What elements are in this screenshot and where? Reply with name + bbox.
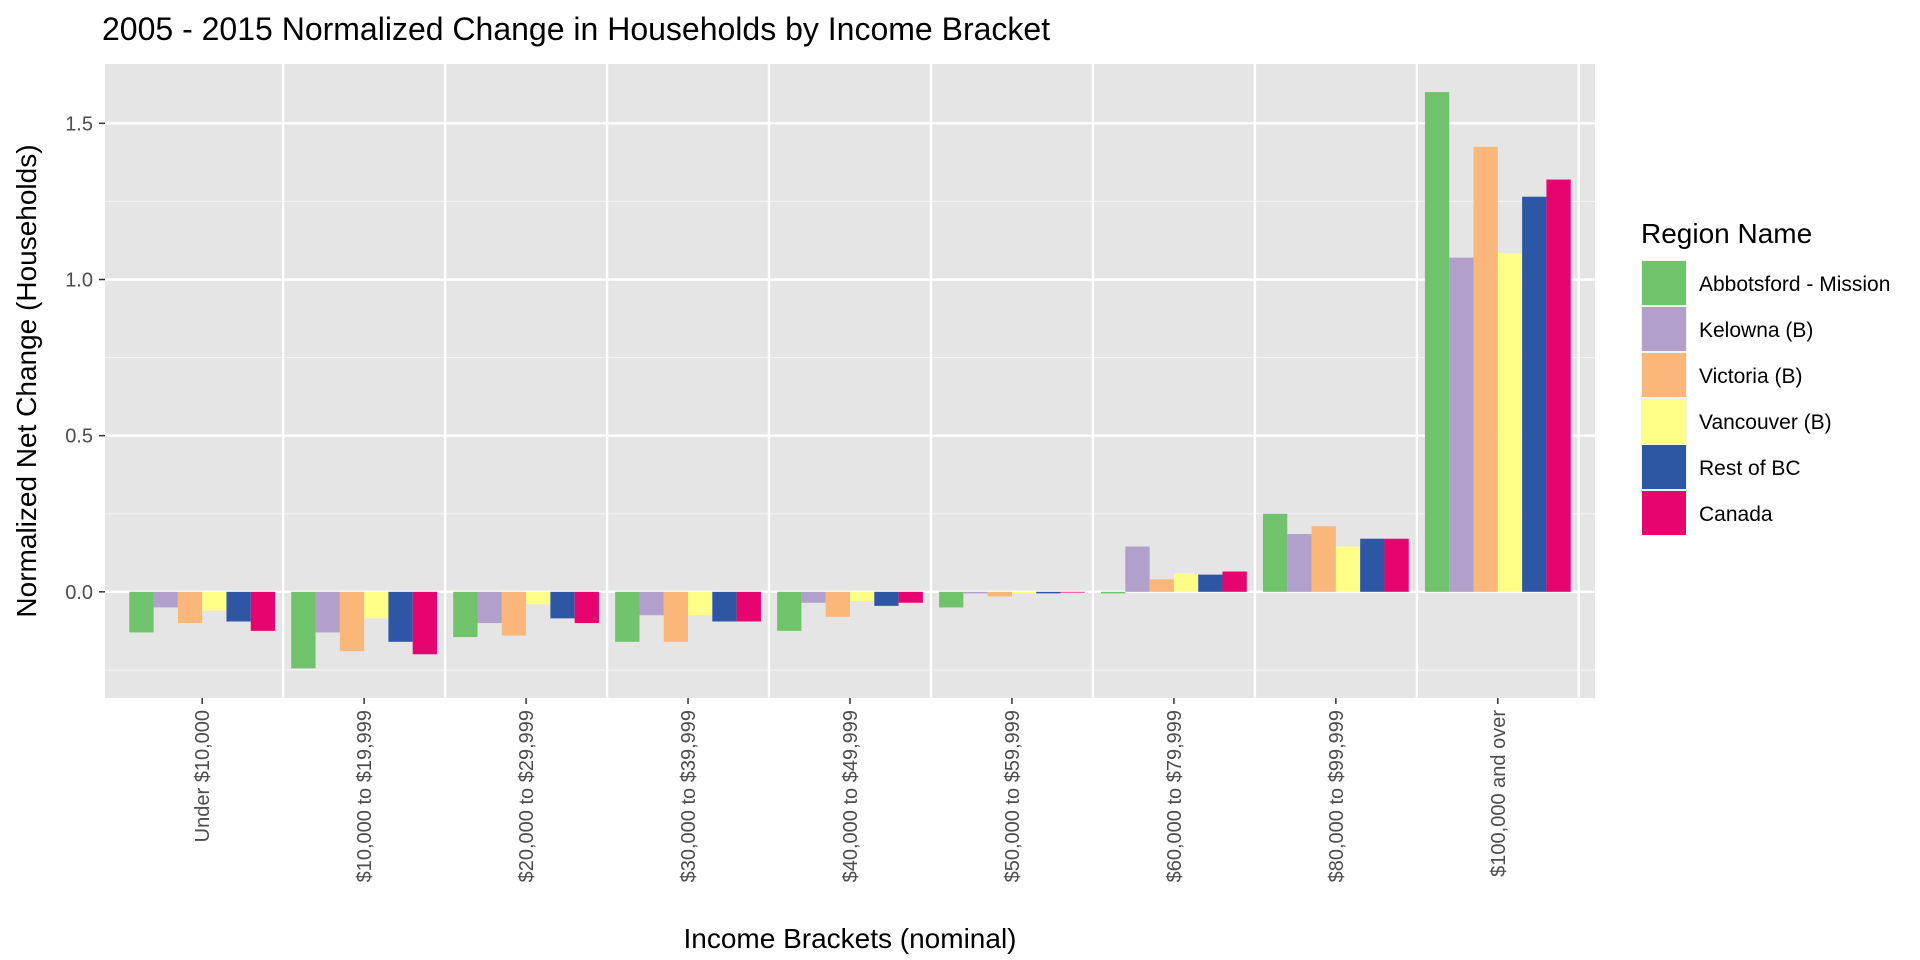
bar xyxy=(777,591,802,631)
bar xyxy=(1149,579,1174,592)
bar xyxy=(526,591,551,605)
legend-label: Victoria (B) xyxy=(1699,365,1802,388)
legend-label: Kelowna (B) xyxy=(1699,319,1813,342)
bar xyxy=(388,591,413,642)
legend-swatch xyxy=(1642,261,1686,305)
bar xyxy=(1473,146,1498,592)
legend-swatch xyxy=(1642,353,1686,397)
bar xyxy=(501,591,527,636)
bar xyxy=(477,591,502,624)
legend-label: Canada xyxy=(1699,503,1773,526)
bar xyxy=(1311,526,1336,592)
bar xyxy=(963,591,988,594)
bar xyxy=(850,591,875,602)
chart-title: 2005 - 2015 Normalized Change in Househo… xyxy=(102,11,1050,47)
bar xyxy=(339,591,365,652)
bar xyxy=(250,591,276,631)
legend-swatch xyxy=(1642,445,1686,489)
x-tick-label: $20,000 to $29,999 xyxy=(516,710,538,882)
y-axis-title: Normalized Net Change (Households) xyxy=(11,144,42,617)
x-tick-label: $80,000 to $99,999 xyxy=(1326,710,1348,882)
bar xyxy=(639,591,664,616)
bar xyxy=(663,591,689,642)
legend-swatch xyxy=(1642,307,1686,351)
bar xyxy=(574,591,599,624)
y-axis-ticks: 0.0 0.5 1.0 1.5 xyxy=(65,113,105,604)
bar xyxy=(1424,92,1450,592)
legend-title: Region Name xyxy=(1641,218,1812,249)
legend: Region Name Abbotsford - Mission Kelowna … xyxy=(1641,218,1890,536)
bar xyxy=(688,591,713,616)
bar xyxy=(129,591,154,633)
bar xyxy=(1125,546,1150,592)
bar xyxy=(453,591,478,638)
bar xyxy=(550,591,575,619)
bar xyxy=(1036,591,1061,594)
bar xyxy=(153,591,178,608)
bar xyxy=(202,591,227,611)
bar xyxy=(874,591,899,606)
x-tick-label: $10,000 to $19,999 xyxy=(354,710,376,882)
grid-minor xyxy=(105,200,1595,671)
bar xyxy=(1222,571,1247,592)
bar xyxy=(226,591,251,622)
x-tick-label: $40,000 to $49,999 xyxy=(840,710,862,882)
legend-swatch xyxy=(1642,491,1686,535)
x-tick-label: $60,000 to $79,999 xyxy=(1164,710,1186,882)
bar xyxy=(1335,546,1361,592)
x-tick-label: $50,000 to $59,999 xyxy=(1002,710,1024,882)
bar xyxy=(1384,538,1409,592)
bar xyxy=(1060,591,1085,593)
legend-label: Abbotsford - Mission xyxy=(1699,273,1890,296)
bar xyxy=(1262,513,1288,592)
bar xyxy=(801,591,826,603)
bar xyxy=(1522,196,1547,592)
bar xyxy=(1360,538,1385,592)
bar xyxy=(1011,591,1037,594)
y-tick-label: 0.5 xyxy=(65,426,93,448)
bar xyxy=(939,591,964,608)
bar xyxy=(177,591,203,624)
legend-swatch xyxy=(1642,399,1686,443)
bar xyxy=(736,591,761,622)
bar xyxy=(1173,573,1199,592)
x-tick-label: $100,000 and over xyxy=(1488,710,1510,877)
bar xyxy=(615,591,640,642)
bar xyxy=(1287,534,1312,592)
bar xyxy=(364,591,389,619)
bar xyxy=(825,591,850,617)
x-axis-title: Income Brackets (nominal) xyxy=(683,923,1016,954)
y-tick-label: 1.0 xyxy=(65,269,93,291)
bar xyxy=(291,591,316,669)
x-tick-label: Under $10,000 xyxy=(192,710,214,842)
y-tick-label: 1.5 xyxy=(65,113,93,135)
bar xyxy=(987,591,1012,597)
bar xyxy=(412,591,438,655)
bar xyxy=(315,591,340,633)
x-tick-label: $30,000 to $39,999 xyxy=(678,710,700,882)
bars xyxy=(129,92,1571,669)
grid-major xyxy=(105,64,1595,698)
bar xyxy=(1546,179,1571,592)
bar xyxy=(712,591,737,622)
bar xyxy=(1101,591,1126,594)
legend-label: Vancouver (B) xyxy=(1699,411,1832,434)
bar xyxy=(1497,252,1523,592)
bar xyxy=(1449,257,1474,592)
legend-label: Rest of BC xyxy=(1699,457,1801,480)
y-tick-label: 0.0 xyxy=(65,582,93,604)
x-axis-ticks: Under $10,000 $10,000 to $19,999 $20,000 t… xyxy=(192,698,1510,882)
bar xyxy=(898,591,923,603)
bar xyxy=(1198,574,1223,592)
